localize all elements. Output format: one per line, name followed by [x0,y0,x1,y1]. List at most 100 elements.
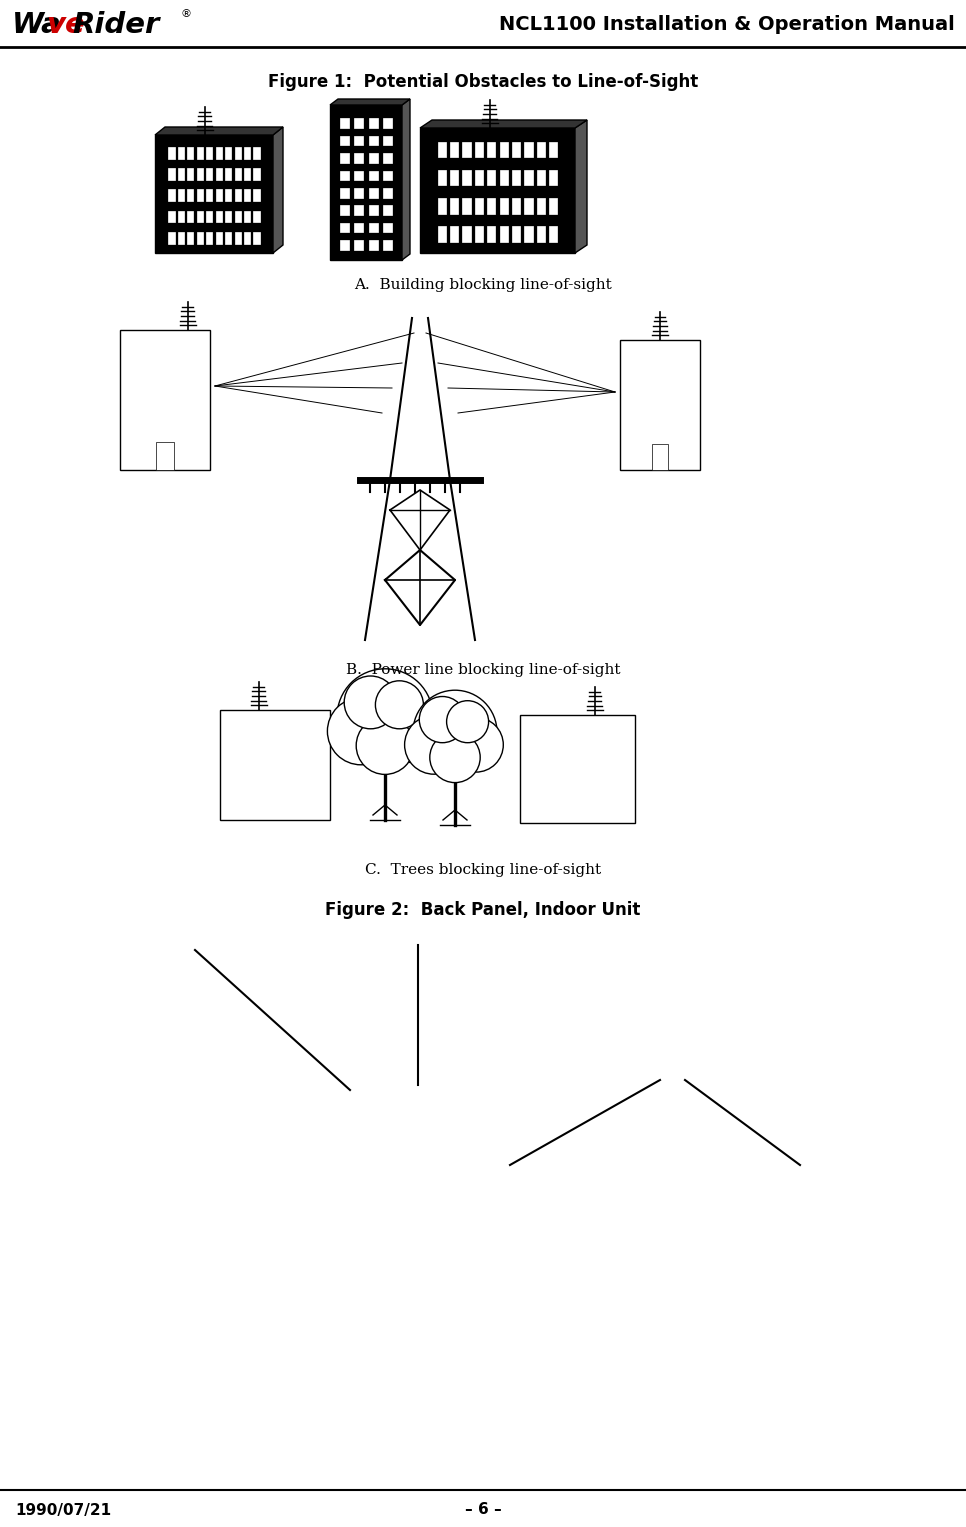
Text: NCL1100 Installation & Operation Manual: NCL1100 Installation & Operation Manual [499,15,955,35]
Circle shape [448,718,503,773]
Bar [487,142,496,157]
Bar [270,800,281,811]
Bar [187,232,193,243]
Bar [270,721,281,731]
Text: ®: ® [180,9,191,18]
Bar [270,741,281,751]
Bar [235,211,241,223]
Bar [450,169,458,185]
Bar [631,376,641,388]
Bar [554,765,565,776]
Bar [132,405,144,415]
Circle shape [413,690,497,774]
Text: 1990/07/21: 1990/07/21 [15,1503,111,1518]
Bar [487,169,496,185]
Bar [520,715,635,823]
Bar [150,344,162,354]
Bar [572,725,583,736]
Bar [554,785,565,796]
Circle shape [378,699,440,762]
Bar [150,385,162,395]
Bar [663,376,673,388]
Bar [590,745,602,756]
Bar [120,330,210,470]
Bar [383,223,392,232]
Text: C.  Trees blocking line-of-sight: C. Trees blocking line-of-sight [365,863,601,876]
Bar [450,142,458,157]
Bar [252,780,263,791]
Bar [132,425,144,437]
Bar [187,147,193,159]
Bar [368,136,378,145]
Bar [383,240,392,250]
Bar [438,226,445,241]
Bar [220,710,330,820]
Bar [535,785,547,796]
Bar [420,128,575,253]
Bar [631,399,641,411]
Bar [647,376,657,388]
Bar [225,232,231,243]
Text: B.  Power line blocking line-of-sight: B. Power line blocking line-of-sight [346,663,620,676]
Bar [475,226,483,241]
Bar [178,232,185,243]
Polygon shape [420,121,587,128]
Bar [647,353,657,365]
Bar [270,760,281,771]
Bar [355,223,363,232]
Bar [215,168,222,180]
Bar [550,169,557,185]
Bar [304,800,316,811]
Bar [535,803,547,814]
Bar [535,745,547,756]
Bar [450,226,458,241]
Bar [225,189,231,202]
Bar [150,363,162,374]
Polygon shape [402,99,410,260]
Bar [499,142,508,157]
Bar [186,363,198,374]
Bar [620,341,700,470]
Bar [631,444,641,457]
Bar [244,168,250,180]
Bar [475,142,483,157]
Bar [206,232,213,243]
Bar [197,211,203,223]
Bar [663,444,673,457]
Bar [186,446,198,457]
Bar [235,168,241,180]
Bar [304,780,316,791]
Bar [535,725,547,736]
Bar [132,363,144,374]
Bar [178,211,185,223]
Bar [186,405,198,415]
Bar [355,188,363,197]
Bar [537,142,545,157]
Circle shape [356,716,413,774]
Bar [155,134,273,253]
Circle shape [405,716,464,774]
Bar [253,211,260,223]
Bar [537,226,545,241]
Bar [355,206,363,215]
Bar [244,211,250,223]
Polygon shape [273,127,283,253]
Bar [234,741,245,751]
Bar [368,240,378,250]
Bar [244,189,250,202]
Bar [679,444,689,457]
Bar [244,232,250,243]
Bar [609,785,620,796]
Bar [330,105,402,260]
Bar [156,441,174,470]
Bar [368,118,378,128]
Bar [590,725,602,736]
Bar [187,168,193,180]
Bar [463,226,470,241]
Bar [234,721,245,731]
Bar [463,169,470,185]
Bar [287,800,298,811]
Bar [168,147,175,159]
Bar [178,147,185,159]
Bar [287,760,298,771]
